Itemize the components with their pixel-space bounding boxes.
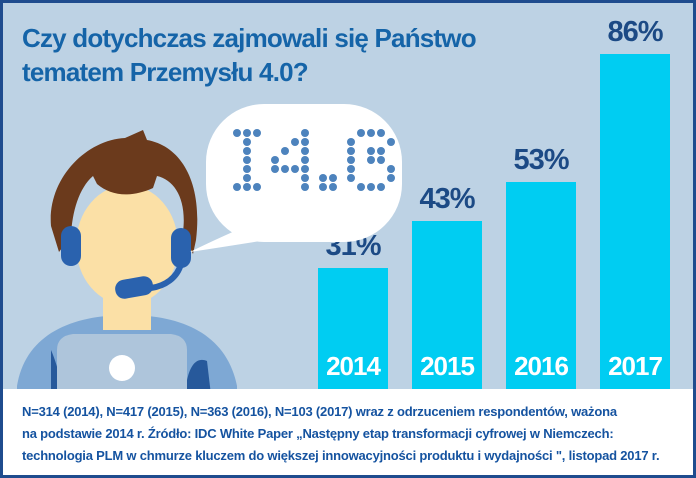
chart-title-line2: tematem Przemysłu 4.0? [22, 57, 309, 87]
dot-matrix-char [318, 128, 338, 191]
face [76, 185, 178, 305]
bar-2015: 2015 [412, 221, 482, 389]
footnote-line1: N=314 (2014), N=417 (2015), N=363 (2016)… [22, 404, 617, 419]
bar-category-label-2017: 2017 [608, 351, 663, 381]
chart-title: Czy dotychczas zajmowali się Państwo tem… [22, 21, 477, 89]
source-footnote: N=314 (2014), N=417 (2015), N=363 (2016)… [3, 389, 693, 475]
bar-2016: 2016 [506, 182, 576, 389]
bar-value-label-2016: 53% [513, 144, 569, 176]
hair [50, 130, 198, 254]
laptop-right-shadow [185, 359, 211, 395]
bar-category-label-2014: 2014 [326, 351, 381, 381]
dot-matrix-char [270, 128, 310, 191]
bar-group-2014: 31% 2014 [318, 230, 388, 389]
bar-group-2015: 43% 2015 [412, 183, 482, 389]
bar-value-label-2017: 86% [607, 16, 663, 48]
bar-group-2017: 86% 2017 [600, 16, 670, 389]
bar-2017: 2017 [600, 54, 670, 389]
laptop-logo-icon [109, 355, 135, 381]
bar-category-label-2016: 2016 [514, 351, 569, 381]
headset-mic-icon [115, 276, 154, 299]
chart-title-line1: Czy dotychczas zajmowali się Państwo [22, 23, 477, 53]
headset-boom [148, 261, 184, 291]
footnote-line3: technologia PLM w chmurze kluczem do wię… [22, 448, 660, 463]
bar-group-2016: 53% 2016 [506, 144, 576, 389]
headset-right-earpiece-icon [171, 228, 191, 268]
footnote-line2: na podstawie 2014 r. Źródło: IDC White P… [22, 426, 614, 441]
dot-matrix-char [346, 128, 396, 191]
bar-category-label-2015: 2015 [420, 351, 475, 381]
call-center-agent-illustration [17, 130, 237, 395]
bar-value-label-2015: 43% [419, 183, 475, 215]
bubble-dot-matrix-text [232, 128, 396, 191]
bar-2014: 2014 [318, 268, 388, 389]
bar-chart: 31% 2014 43% 2015 53% 2016 86% 2017 [3, 3, 693, 475]
dot-matrix-char [232, 128, 262, 191]
headset-left-earpiece-icon [61, 226, 81, 266]
